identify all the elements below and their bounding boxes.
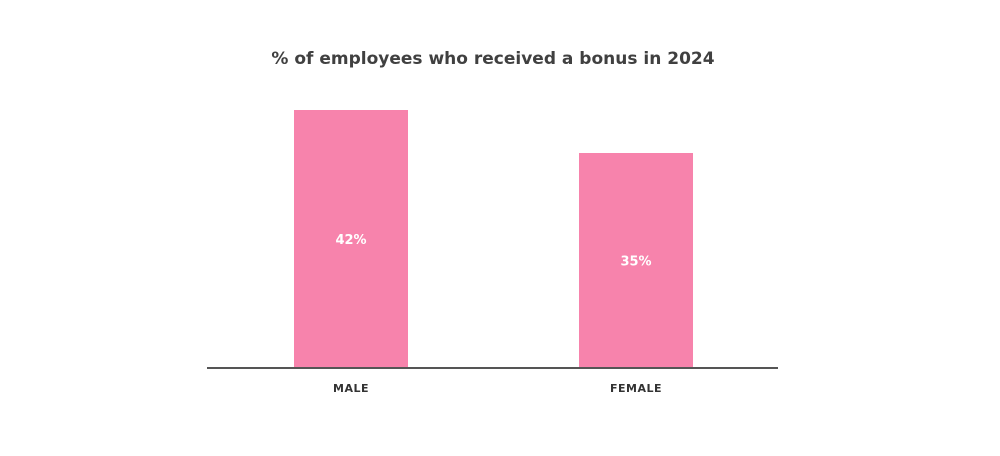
bar-male — [294, 110, 408, 368]
bars-group: 42% 35% — [294, 110, 693, 368]
bar-value-label-male: 42% — [335, 233, 366, 248]
chart-title: % of employees who received a bonus in 2… — [271, 49, 714, 69]
category-label-female: FEMALE — [610, 382, 662, 395]
bar-value-label-female: 35% — [620, 255, 651, 270]
category-label-male: MALE — [333, 382, 369, 395]
bar-female — [579, 153, 693, 368]
category-labels-group: MALE FEMALE — [333, 382, 662, 395]
